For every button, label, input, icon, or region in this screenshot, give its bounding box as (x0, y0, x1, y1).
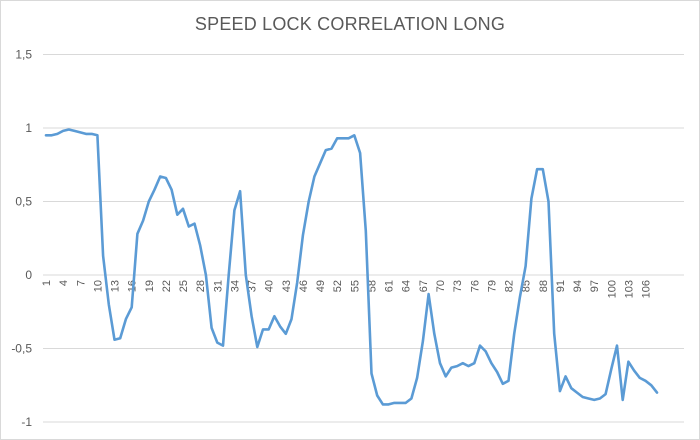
y-tick-label: -0,5 (11, 342, 32, 356)
x-tick-label: 37 (247, 280, 259, 292)
x-tick-label: 19 (144, 280, 156, 292)
x-tick-label: 28 (195, 280, 207, 292)
y-tick-label: 0,5 (15, 195, 32, 209)
x-tick-label: 25 (178, 280, 190, 292)
y-tick-label: -1 (21, 415, 32, 429)
x-tick-label: 76 (469, 280, 481, 292)
x-tick-label: 67 (418, 280, 430, 292)
x-tick-label: 88 (538, 280, 550, 292)
x-tick-label: 31 (212, 280, 224, 292)
x-tick-label: 52 (332, 280, 344, 292)
x-tick-label: 97 (589, 280, 601, 292)
x-tick-label: 40 (264, 280, 276, 292)
x-tick-label: 58 (366, 280, 378, 292)
chart-title: SPEED LOCK CORRELATION LONG (194, 14, 506, 34)
x-tick-label: 64 (401, 280, 413, 292)
x-tick-label: 49 (315, 280, 327, 292)
y-tick-label: 1,5 (15, 48, 32, 62)
x-tick-label: 10 (92, 280, 104, 292)
x-tick-label: 106 (641, 280, 653, 298)
x-tick-label: 61 (384, 280, 396, 292)
x-tick-label: 100 (606, 280, 618, 298)
y-axis-labels: -1 -0,5 0 0,5 1 1,5 (11, 48, 32, 430)
x-axis-labels: 1 4 7 10 13 16 19 22 25 28 31 34 37 40 43 46 49 52 55 58 61 6… (41, 280, 653, 298)
x-tick-label: 34 (229, 280, 241, 292)
x-tick-label: 103 (623, 280, 635, 298)
x-tick-label: 7 (75, 280, 87, 286)
x-tick-label: 70 (435, 280, 447, 292)
x-tick-label: 94 (572, 280, 584, 292)
x-tick-label: 1 (41, 280, 53, 286)
y-tick-label: 0 (25, 268, 32, 282)
x-tick-label: 82 (504, 280, 516, 292)
gridlines (43, 54, 684, 423)
x-tick-label: 4 (58, 280, 70, 286)
x-tick-label: 13 (110, 280, 122, 292)
x-tick-label: 43 (281, 280, 293, 292)
x-tick-label: 73 (452, 280, 464, 292)
x-tick-label: 22 (161, 280, 173, 292)
x-tick-label: 55 (349, 280, 361, 292)
y-tick-label: 1 (25, 121, 32, 135)
series-line (44, 128, 659, 406)
x-tick-label: 46 (298, 280, 310, 292)
x-tick-label: 91 (555, 280, 567, 292)
x-tick-label: 79 (486, 280, 498, 292)
